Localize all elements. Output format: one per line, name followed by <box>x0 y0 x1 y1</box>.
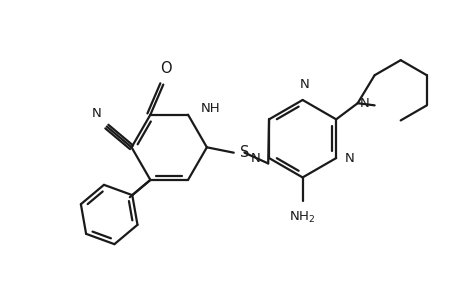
Text: N: N <box>344 152 354 165</box>
Text: N: N <box>299 78 309 92</box>
Text: NH: NH <box>201 102 220 115</box>
Text: O: O <box>159 61 171 76</box>
Text: N: N <box>250 152 260 165</box>
Text: S: S <box>240 145 249 160</box>
Text: N: N <box>359 97 369 110</box>
Text: NH$_2$: NH$_2$ <box>289 210 315 225</box>
Text: N: N <box>91 107 101 120</box>
